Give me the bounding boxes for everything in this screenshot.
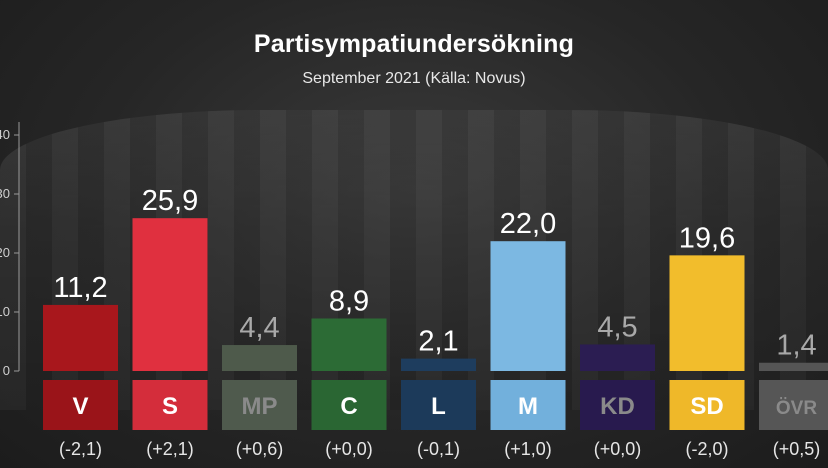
value-label-v: 11,2 [53,272,107,304]
y-tick-label: 0 [3,363,10,378]
party-box-v [43,380,118,430]
party-label-v: V [72,393,88,420]
change-label-övr: (+0,5) [773,439,821,459]
bar-c [311,318,387,371]
change-label-sd: (-2,0) [685,439,728,459]
bar-sd [669,255,745,371]
value-label-sd: 19,6 [679,222,735,254]
bar-övr [759,362,828,371]
value-label-c: 8,9 [329,285,369,317]
value-label-övr: 1,4 [776,330,816,362]
party-label-m: M [518,393,538,420]
value-label-s: 25,9 [142,185,198,217]
party-label-s: S [162,393,178,420]
bar-mp [222,345,297,371]
y-tick-label: 30 [0,186,10,201]
y-tick-label: 20 [0,245,10,260]
bar-v [43,304,118,371]
party-box-m [490,380,566,430]
change-label-kd: (+0,0) [594,439,642,459]
y-tick-label: 10 [0,304,10,319]
party-box-kd [580,380,655,430]
party-label-kd: KD [600,393,635,420]
value-label-l: 2,1 [418,326,458,358]
party-box-l [401,380,476,430]
change-label-s: (+2,1) [146,439,194,459]
bar-l [401,358,476,371]
party-box-mp [222,380,297,430]
change-label-l: (-0,1) [417,439,460,459]
change-label-v: (-2,1) [59,439,102,459]
change-label-mp: (+0,6) [236,439,284,459]
chart-title: Partisympatiundersökning [253,30,575,58]
change-label-m: (+1,0) [504,439,552,459]
value-label-mp: 4,4 [239,312,279,344]
bar-s [132,218,208,371]
party-box-övr [759,380,828,430]
party-label-l: L [431,393,446,420]
party-box-c [311,380,387,430]
y-tick-label: 40 [0,127,10,142]
bar-m [490,241,566,371]
change-label-c: (+0,0) [325,439,373,459]
party-box-sd [669,380,745,430]
party-label-sd: SD [690,393,723,420]
party-label-mp: MP [242,393,278,420]
chart-subtitle: September 2021 (Källa: Novus) [302,70,526,87]
bar-kd [580,344,655,371]
party-label-c: C [340,393,357,420]
value-label-m: 22,0 [500,208,556,240]
party-box-s [132,380,208,430]
party-label-övr: ÖVR [776,398,817,419]
value-label-kd: 4,5 [597,311,637,343]
